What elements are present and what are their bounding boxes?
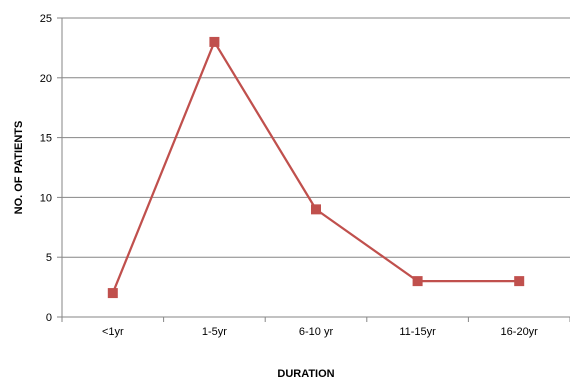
data-point-1 bbox=[209, 36, 220, 47]
x-axis-title: DURATION bbox=[277, 368, 334, 380]
y-tick-label-3: 15 bbox=[40, 133, 52, 145]
y-tick-label-5: 25 bbox=[40, 13, 52, 25]
x-tick-label-4: 16-20yr bbox=[501, 326, 539, 338]
x-tick-label-2: 6-10 yr bbox=[299, 326, 334, 338]
series-group bbox=[107, 36, 525, 299]
y-tick-label-0: 0 bbox=[46, 312, 52, 324]
y-tick-label-2: 10 bbox=[40, 192, 52, 204]
x-tick-labels: <1yr 1-5yr 6-10 yr 11-15yr 16-20yr bbox=[61, 317, 570, 338]
x-tick-label-0: <1yr bbox=[102, 326, 124, 338]
data-point-0 bbox=[107, 288, 118, 299]
x-tick-label-1: 1-5yr bbox=[202, 326, 227, 338]
axes bbox=[61, 18, 570, 318]
y-tick-label-1: 5 bbox=[46, 252, 52, 264]
y-tick-label-4: 20 bbox=[40, 73, 52, 85]
gridlines bbox=[62, 17, 570, 258]
y-tick-labels: 0 5 10 15 20 25 bbox=[40, 13, 62, 324]
data-point-4 bbox=[514, 276, 525, 287]
x-tick-label-3: 11-15yr bbox=[399, 326, 436, 338]
series-line-0 bbox=[111, 40, 520, 294]
y-axis-title: NO. OF PATIENTS bbox=[13, 121, 25, 215]
data-point-3 bbox=[412, 276, 423, 287]
data-point-2 bbox=[311, 204, 321, 215]
